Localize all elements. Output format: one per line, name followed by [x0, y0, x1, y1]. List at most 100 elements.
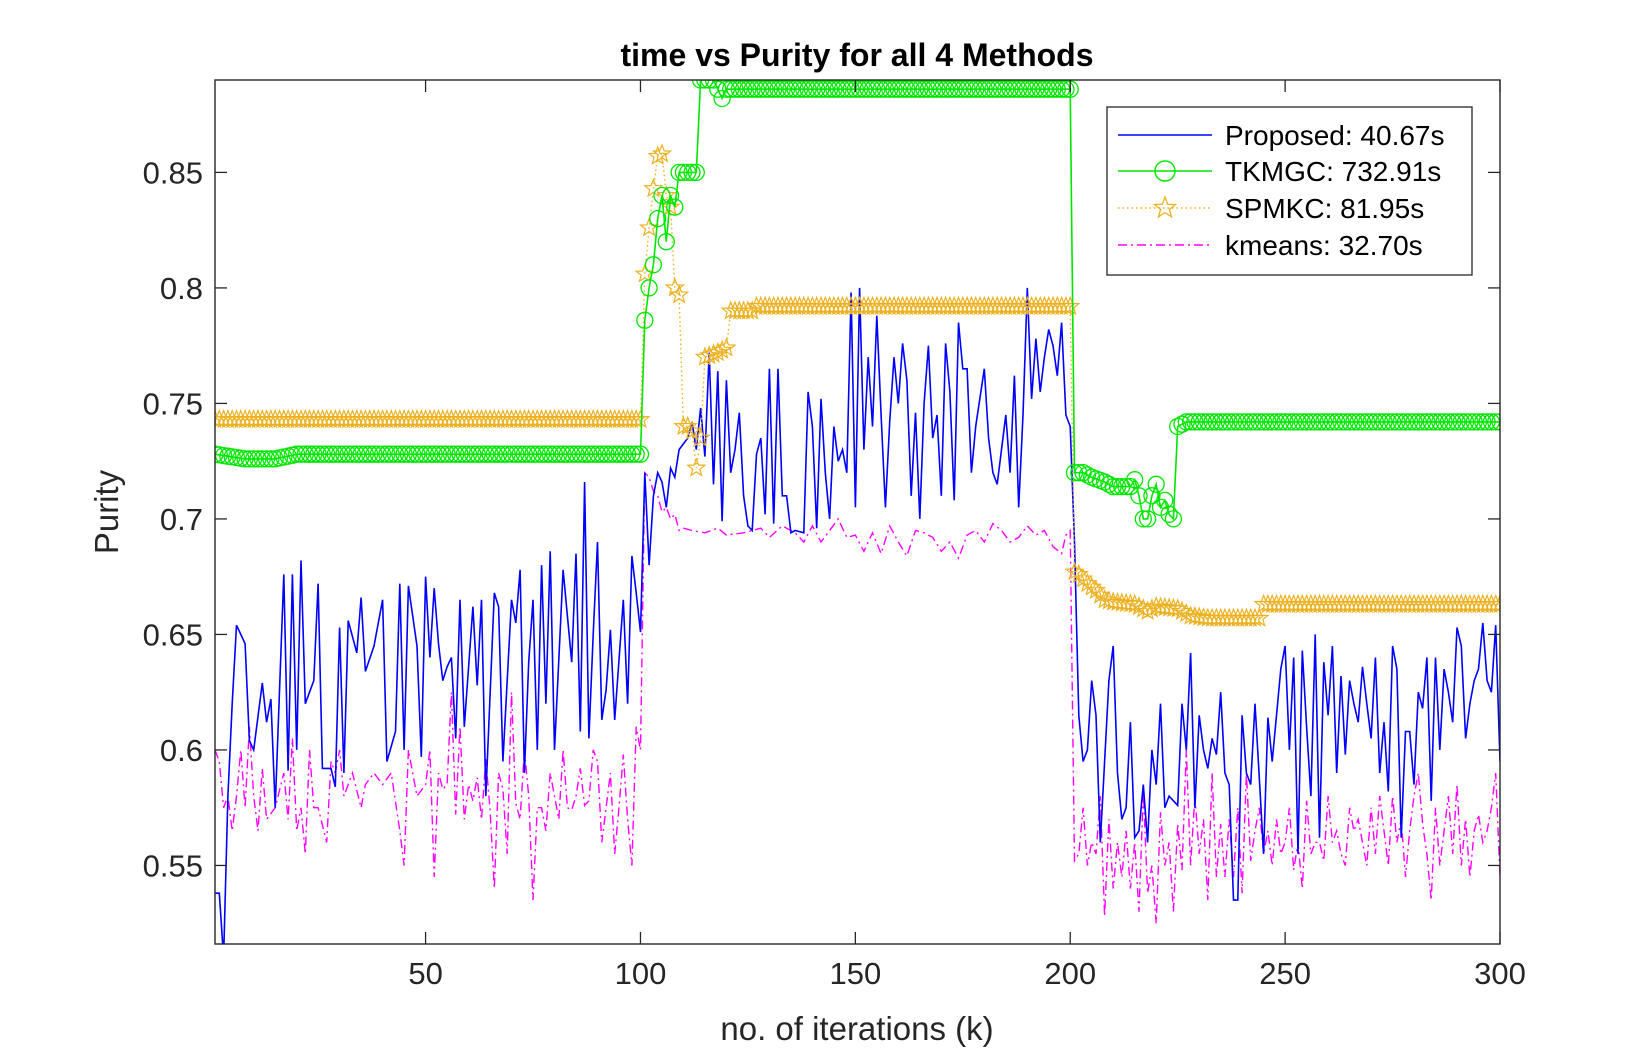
data-point: [416, 445, 435, 463]
data-point: [240, 450, 259, 468]
data-point: [833, 80, 852, 98]
data-point: [1164, 510, 1183, 528]
x-tick-label: 100: [615, 956, 667, 991]
series-line-kmeans: [215, 470, 1500, 924]
data-point: [722, 80, 740, 98]
data-point: [1057, 80, 1075, 98]
data-point: [1249, 607, 1270, 627]
data-point: [1216, 413, 1234, 431]
data-point: [716, 337, 737, 357]
data-point: [1444, 413, 1462, 431]
x-axis-label: no. of iterations (k): [720, 1010, 993, 1047]
legend-marker: [1152, 195, 1178, 219]
data-point: [532, 445, 551, 463]
data-point: [292, 445, 310, 463]
series-spmkc: [215, 143, 1500, 627]
data-point: [606, 445, 624, 463]
data-point: [1010, 80, 1028, 98]
data-point: [305, 445, 323, 463]
data-point: [1315, 413, 1333, 431]
data-point: [391, 445, 409, 463]
data-point: [928, 80, 946, 98]
data-point: [1465, 413, 1483, 431]
data-point: [687, 163, 705, 182]
data-point: [309, 445, 327, 463]
data-point: [1254, 413, 1273, 431]
legend: Proposed: 40.67s TKMGC: 732.91s SPMKC: 81.…: [1106, 106, 1473, 276]
y-axis-label: Purity: [88, 469, 125, 554]
data-point: [257, 450, 276, 468]
data-point: [1177, 413, 1195, 431]
data-point: [868, 80, 886, 98]
data-point: [640, 279, 658, 297]
data-point: [1422, 413, 1440, 431]
data-point: [674, 163, 693, 182]
legend-label: Proposed: 40.67s: [1225, 120, 1445, 151]
data-point: [1186, 413, 1204, 431]
data-point: [1285, 413, 1303, 431]
data-point: [1194, 413, 1213, 431]
data-point: [455, 445, 473, 463]
data-point: [1491, 413, 1500, 431]
data-point: [668, 284, 690, 304]
data-point: [1487, 413, 1500, 431]
data-point: [786, 80, 804, 98]
data-point: [1310, 413, 1329, 431]
data-point: [1276, 413, 1294, 431]
data-point: [1489, 593, 1500, 614]
data-point: [348, 445, 366, 463]
data-point: [1117, 477, 1135, 496]
data-point: [215, 445, 224, 463]
data-point: [1181, 413, 1200, 431]
data-point: [850, 80, 869, 98]
data-point: [1040, 80, 1058, 98]
legend-item-proposed: Proposed: 40.67s: [1118, 120, 1445, 151]
data-point: [1147, 475, 1165, 493]
data-point: [1104, 477, 1122, 496]
y-tick-label: 0.65: [143, 617, 203, 652]
data-point: [941, 80, 959, 98]
data-point: [494, 445, 512, 463]
data-point: [984, 80, 1002, 98]
data-point: [795, 80, 813, 98]
data-point: [790, 80, 809, 98]
series-layer: [215, 80, 1500, 944]
data-point: [704, 80, 723, 89]
data-point: [588, 445, 607, 463]
data-point: [1100, 475, 1118, 493]
series-line-proposed: [215, 287, 1500, 944]
data-point: [816, 80, 834, 98]
data-point: [511, 445, 529, 463]
data-point: [1297, 413, 1316, 431]
legend-marker: [1154, 160, 1176, 182]
data-point: [1199, 413, 1217, 431]
data-point: [550, 445, 568, 463]
data-point: [1358, 413, 1376, 431]
data-point: [425, 445, 443, 463]
data-point: [502, 445, 521, 463]
data-point: [997, 80, 1015, 98]
data-point: [713, 89, 731, 108]
data-point: [498, 445, 516, 463]
data-point: [481, 445, 499, 463]
legend-items: Proposed: 40.67s TKMGC: 732.91s SPMKC: 81.…: [1118, 120, 1445, 261]
data-point: [808, 80, 826, 98]
data-point: [249, 450, 267, 468]
data-point: [752, 80, 770, 98]
data-point: [769, 80, 787, 98]
data-point: [919, 80, 938, 98]
data-point: [507, 445, 525, 463]
data-point: [1078, 466, 1097, 484]
data-point: [1044, 80, 1062, 98]
data-point: [730, 80, 748, 98]
data-point: [300, 445, 319, 463]
data-point: [653, 186, 671, 205]
legend-item-kmeans: kmeans: 32.70s: [1118, 230, 1423, 261]
data-point: [898, 80, 916, 98]
data-point: [679, 163, 697, 182]
data-point: [1207, 413, 1226, 431]
data-point: [1392, 413, 1410, 431]
data-point: [1448, 413, 1466, 431]
data-point: [1375, 413, 1393, 431]
data-point: [558, 445, 577, 463]
